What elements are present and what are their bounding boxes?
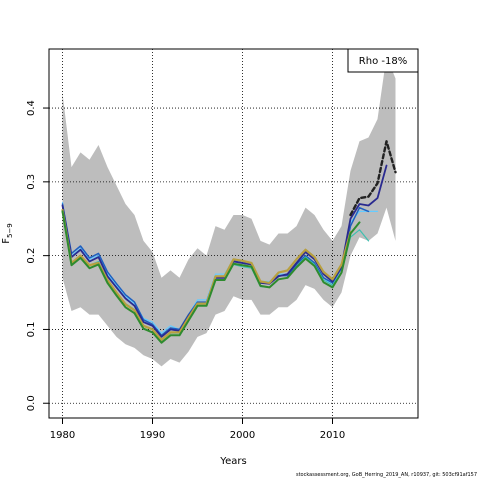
y-tick-label-2: 0.2: [26, 248, 37, 264]
legend: Rho -18%: [347, 48, 419, 73]
plot-frame: [48, 48, 419, 419]
x-axis: 1980 1990 2000 2010: [50, 418, 345, 441]
y-axis-label-main: F: [1, 238, 12, 244]
y-tick-label-3: 0.3: [26, 174, 37, 190]
y-tick-label-1: 0.1: [26, 321, 37, 337]
y-tick-label-4: 0.4: [26, 100, 37, 116]
y-axis-label-subscript: 5−9: [6, 223, 14, 238]
x-tick-label-2: 2000: [230, 430, 255, 441]
series-group: [61, 140, 397, 344]
confidence-band: [62, 56, 396, 367]
y-tick-label-0: 0.0: [26, 395, 37, 411]
confidence-band-area: [62, 56, 396, 367]
footer-note: stockassessment.org, GoB_Herring_2019_AN…: [295, 472, 477, 478]
x-tick-label-3: 2010: [320, 430, 345, 441]
y-axis: 0.0 0.1 0.2 0.3 0.4: [26, 100, 49, 411]
legend-text: Rho -18%: [359, 56, 407, 67]
series-line-2: [61, 164, 388, 338]
series-line-5: [61, 210, 361, 344]
legend-frame: [347, 48, 419, 73]
x-axis-label: Years: [219, 456, 246, 467]
y-axis-label: F5−9: [1, 223, 14, 244]
x-tick-label-0: 1980: [50, 430, 75, 441]
series-line-6: [349, 140, 397, 217]
x-tick-label-1: 1990: [140, 430, 165, 441]
